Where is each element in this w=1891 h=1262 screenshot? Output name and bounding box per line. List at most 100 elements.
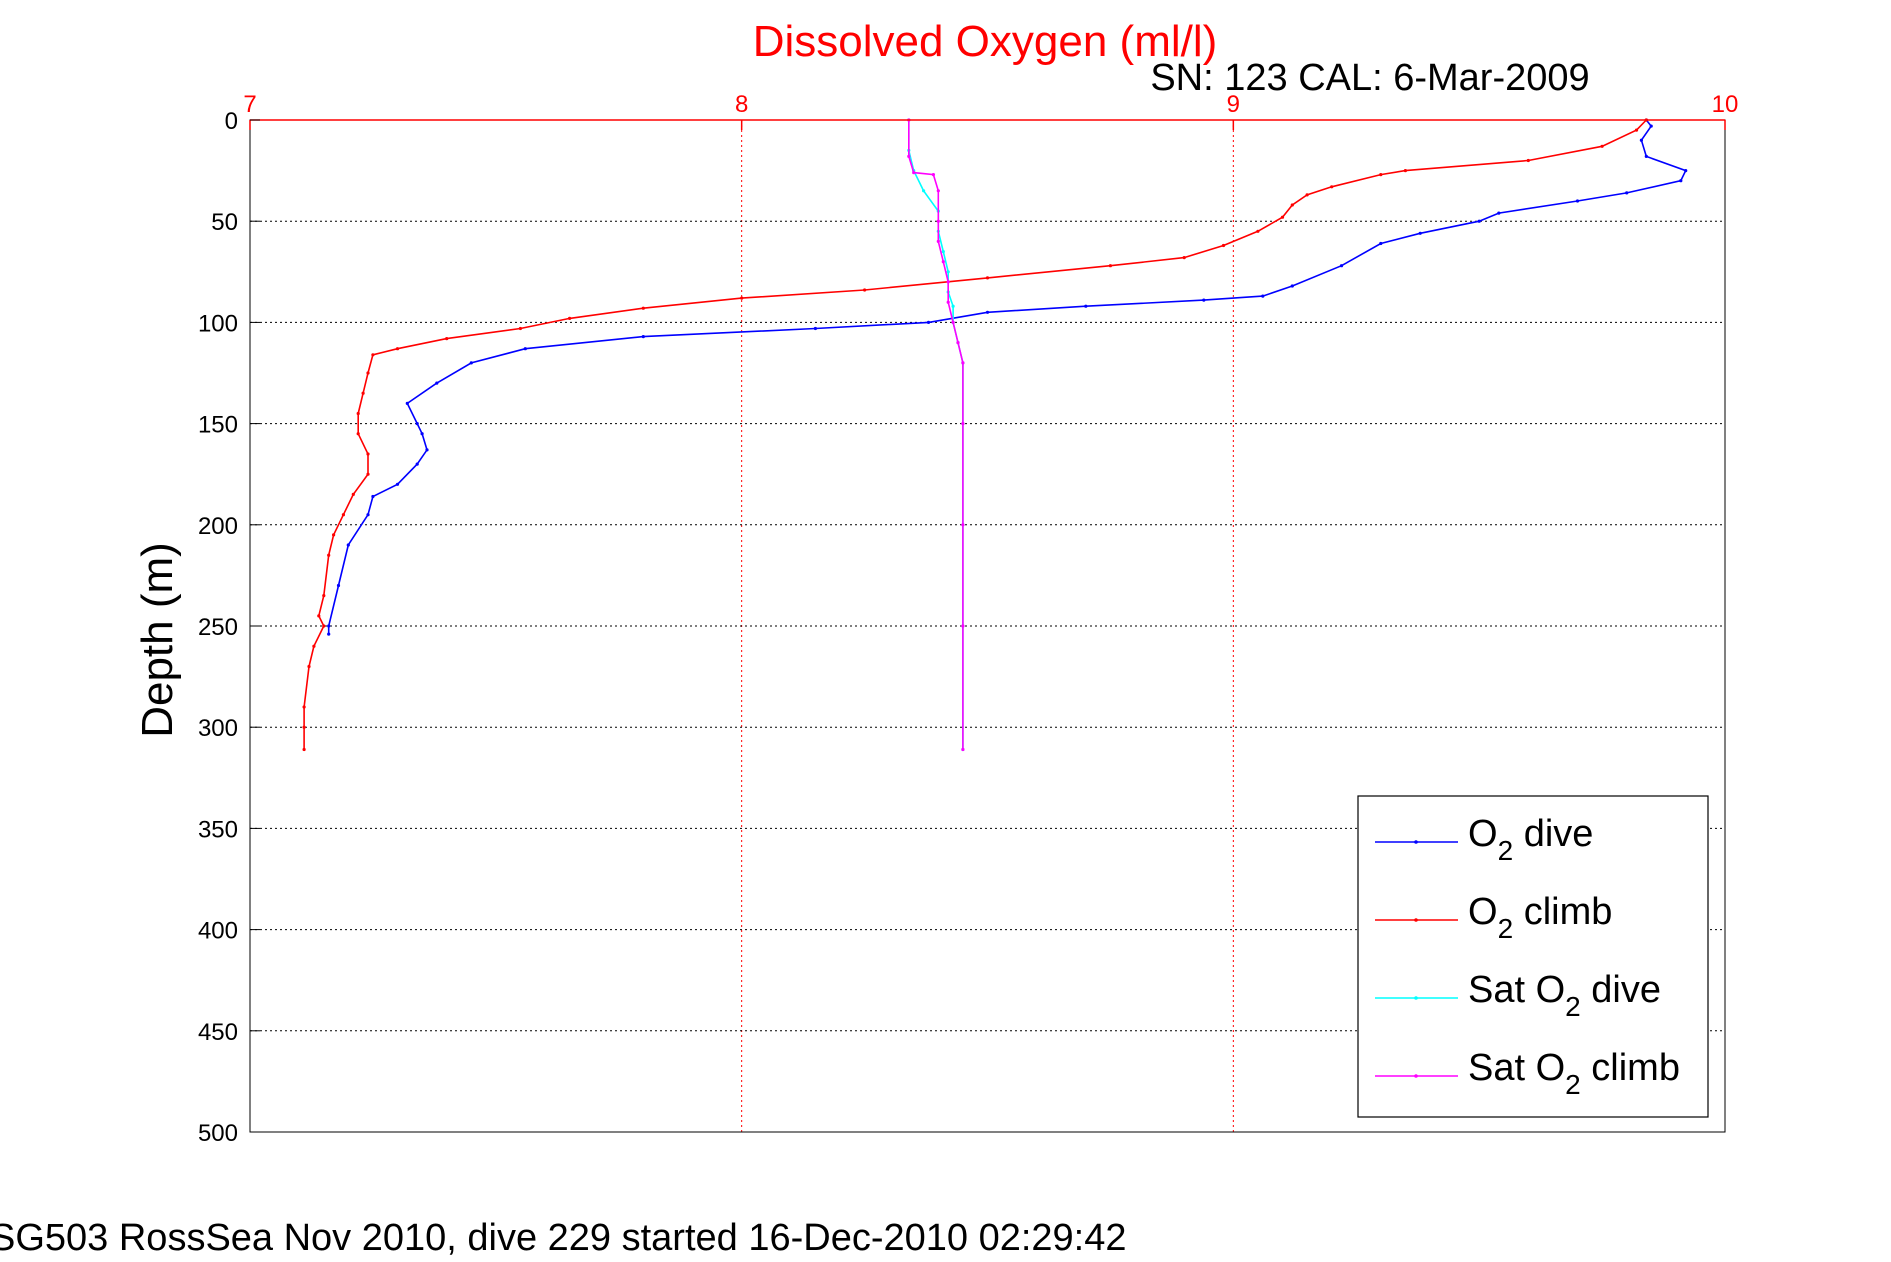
data-point-sat-o2-climb xyxy=(951,320,955,324)
data-point-sat-o2-dive xyxy=(951,304,955,308)
data-point-o2-dive xyxy=(1649,124,1653,128)
data-point-o2-dive xyxy=(366,513,370,517)
data-point-o2-dive xyxy=(1379,241,1383,246)
y-tick-label: 50 xyxy=(211,209,238,236)
y-tick-label: 400 xyxy=(198,918,238,945)
y-tick-label: 500 xyxy=(198,1120,238,1147)
data-point-o2-dive xyxy=(327,632,331,636)
data-point-o2-climb xyxy=(302,747,306,752)
legend-label-o2-climb: O2 climb xyxy=(1468,891,1612,944)
data-point-o2-climb xyxy=(863,288,867,292)
y-tick-labels: 0 50 100 150 200 250 300 350 400 450 500 xyxy=(198,108,260,1147)
data-point-o2-climb xyxy=(361,391,365,395)
data-point-o2-climb xyxy=(312,644,316,648)
data-point-o2-dive xyxy=(1679,179,1683,183)
data-point-o2-climb xyxy=(518,326,523,331)
data-point-o2-dive xyxy=(395,482,400,486)
data-point-o2-climb xyxy=(1290,203,1294,207)
data-point-o2-dive xyxy=(327,624,331,628)
legend-marker-sat-o2-dive xyxy=(1414,996,1418,1000)
data-point-o2-dive xyxy=(1684,169,1688,173)
data-point-o2-climb xyxy=(307,664,311,669)
data-point-o2-dive xyxy=(435,381,439,385)
y-tick-label: 150 xyxy=(198,412,238,439)
data-point-o2-climb xyxy=(568,316,572,320)
legend-marker-o2-dive xyxy=(1414,840,1418,844)
data-point-o2-dive xyxy=(420,432,424,436)
data-point-o2-dive xyxy=(523,347,527,351)
data-point-sat-o2-climb xyxy=(961,624,965,628)
legend-label-sat-o2-climb: Sat O2 climb xyxy=(1468,1047,1680,1100)
data-point-sat-o2-climb xyxy=(931,173,936,177)
y-tick-label: 250 xyxy=(198,614,238,641)
data-point-o2-dive xyxy=(346,543,350,547)
data-point-o2-climb xyxy=(1108,264,1112,268)
data-point-sat-o2-climb xyxy=(936,239,940,243)
data-point-o2-dive xyxy=(1477,219,1481,223)
series-line-sat-o2-dive xyxy=(907,120,964,750)
data-point-o2-climb xyxy=(1526,158,1530,163)
data-point-o2-climb xyxy=(327,553,331,557)
data-point-o2-dive xyxy=(1339,264,1344,268)
series-layer xyxy=(302,118,1688,752)
legend-label-o2-dive: O2 dive xyxy=(1468,813,1593,866)
y-tick-label: 100 xyxy=(198,310,238,337)
data-point-sat-o2-climb xyxy=(961,747,965,752)
data-point-o2-dive xyxy=(469,361,473,365)
data-point-o2-climb xyxy=(371,353,375,357)
data-point-o2-climb xyxy=(1182,256,1186,260)
grid xyxy=(250,120,1725,1132)
data-point-o2-climb xyxy=(302,705,306,709)
data-point-sat-o2-dive xyxy=(941,250,945,254)
data-point-o2-climb xyxy=(641,306,645,310)
data-point-o2-climb xyxy=(322,624,326,628)
data-point-o2-dive xyxy=(1575,199,1580,203)
y-tick-label: 300 xyxy=(198,715,238,742)
data-point-o2-climb xyxy=(1403,169,1407,173)
data-point-o2-dive xyxy=(1639,138,1643,142)
data-point-o2-climb xyxy=(1634,128,1639,132)
data-point-o2-climb xyxy=(366,472,370,476)
legend: O2 dive O2 climb Sat O2 dive Sat O2 climb xyxy=(1357,795,1709,1118)
data-point-o2-climb xyxy=(445,337,449,341)
series-line-o2-dive xyxy=(327,119,1687,635)
data-point-o2-dive xyxy=(1202,298,1206,302)
data-point-o2-dive xyxy=(1261,294,1265,298)
data-point-o2-dive xyxy=(1644,154,1648,158)
data-point-o2-climb xyxy=(395,347,400,351)
y-tick-label: 350 xyxy=(198,816,238,843)
data-point-sat-o2-climb xyxy=(961,361,965,365)
data-point-sat-o2-climb xyxy=(936,189,940,193)
data-point-o2-climb xyxy=(341,513,345,517)
series-line-sat-o2-climb xyxy=(907,120,964,750)
x-tick-label: 8 xyxy=(735,91,748,118)
data-point-sat-o2-dive xyxy=(922,189,926,193)
data-point-sat-o2-climb xyxy=(941,260,945,264)
y-axis-label: Depth (m) xyxy=(133,542,182,738)
data-point-o2-climb xyxy=(740,296,744,300)
data-point-sat-o2-climb xyxy=(946,300,950,304)
data-point-o2-dive xyxy=(425,448,429,452)
data-point-o2-dive xyxy=(1497,211,1501,215)
x-tick-label: 10 xyxy=(1712,91,1739,118)
data-point-o2-dive xyxy=(1290,284,1294,288)
legend-marker-o2-climb xyxy=(1414,918,1418,922)
data-point-o2-climb xyxy=(985,276,990,280)
data-point-sat-o2-climb xyxy=(961,523,965,527)
data-point-o2-dive xyxy=(336,583,341,588)
chart-subtitle: SN: 123 CAL: 6-Mar-2009 xyxy=(1150,57,1589,99)
data-point-sat-o2-climb xyxy=(961,422,965,426)
data-point-o2-dive xyxy=(641,335,645,339)
data-point-o2-climb xyxy=(1330,185,1334,189)
data-point-o2-climb xyxy=(366,371,370,375)
data-point-o2-climb xyxy=(356,432,360,436)
data-point-o2-dive xyxy=(1625,191,1629,195)
legend-marker-sat-o2-climb xyxy=(1414,1074,1418,1078)
data-point-o2-dive xyxy=(926,320,931,324)
chart-footer: SG503 RossSea Nov 2010, dive 229 started… xyxy=(0,1217,1127,1259)
data-point-o2-climb xyxy=(322,594,326,598)
data-point-o2-dive xyxy=(415,422,419,426)
data-point-sat-o2-climb xyxy=(907,154,911,158)
data-point-o2-climb xyxy=(1305,193,1309,197)
